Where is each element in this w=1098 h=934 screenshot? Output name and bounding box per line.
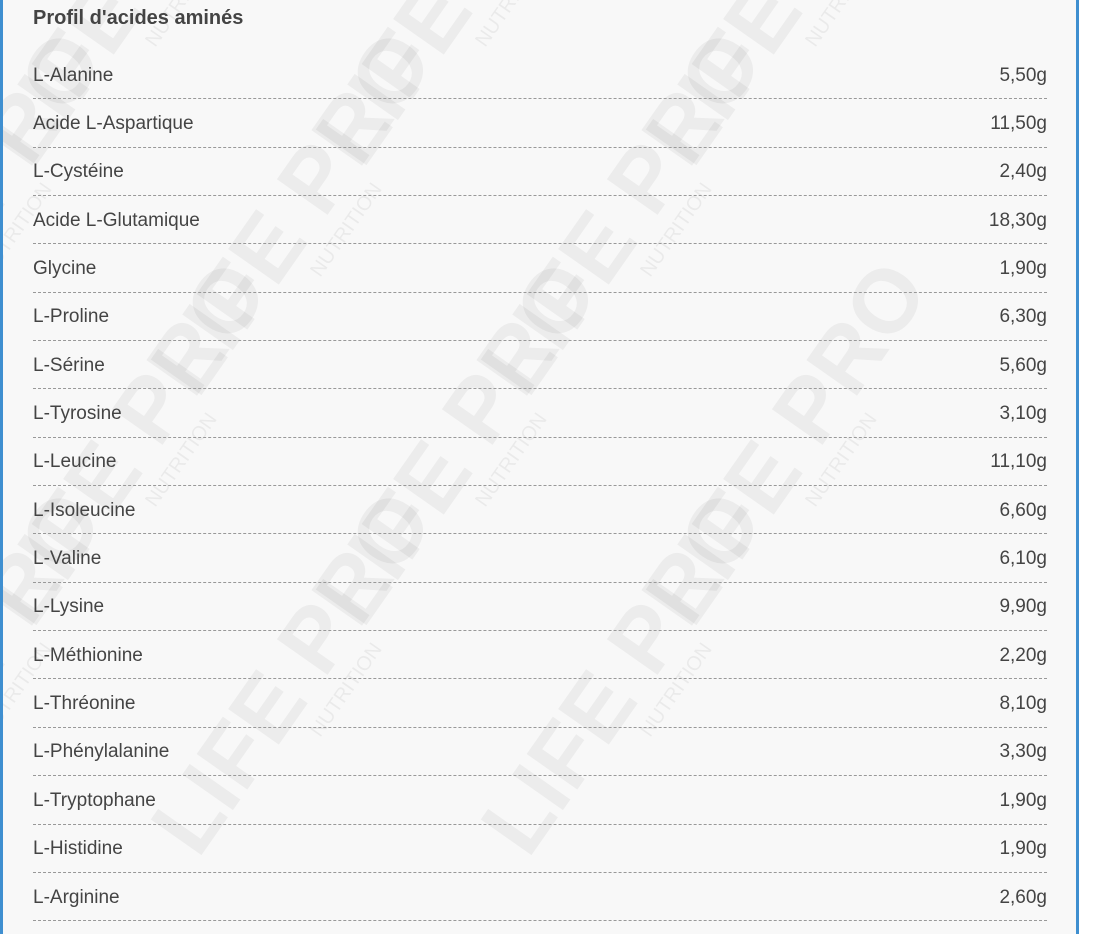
amino-acid-value: 8,10g (999, 693, 1047, 715)
table-row: Acide L-Glutamique 18,30g (33, 196, 1047, 245)
amino-acid-value: 6,60g (999, 499, 1047, 521)
amino-acid-name: L-Leucine (33, 451, 117, 473)
amino-acid-name: Acide L-Aspartique (33, 113, 194, 135)
amino-acid-value: 3,10g (999, 403, 1047, 425)
svg-text:NUTRITION: NUTRITION (471, 0, 551, 51)
amino-acid-value: 6,30g (999, 306, 1047, 328)
amino-acid-value: 1,90g (999, 838, 1047, 860)
table-row: L-Tyrosine 3,10g (33, 389, 1047, 438)
table-row: L-Alanine 5,50g (33, 51, 1047, 100)
amino-acid-name: L-Lysine (33, 596, 105, 618)
amino-acid-value: 11,10g (990, 451, 1047, 473)
table-row: L-Phénylalanine 3,30g (33, 728, 1047, 777)
amino-acid-value: 2,60g (999, 886, 1047, 908)
amino-acid-value: 9,90g (999, 596, 1047, 618)
table-row: L-Sérine 5,60g (33, 341, 1047, 390)
table-row: L-Leucine 11,10g (33, 438, 1047, 487)
amino-acid-value: 11,50g (990, 113, 1047, 135)
table-row: L-Thréonine 8,10g (33, 679, 1047, 728)
amino-acid-value: 2,20g (999, 644, 1047, 666)
table-row: L-Cystéine 2,40g (33, 148, 1047, 197)
amino-acid-name: Acide L-Glutamique (33, 209, 200, 231)
amino-acid-name: L-Tyrosine (33, 403, 122, 425)
amino-acid-name: L-Phénylalanine (33, 741, 170, 763)
amino-acid-name: L-Tryptophane (33, 789, 156, 811)
amino-acid-value: 1,90g (999, 789, 1047, 811)
amino-acid-name: L-Proline (33, 306, 110, 328)
amino-acid-name: L-Sérine (33, 354, 105, 376)
amino-acid-name: L-Arginine (33, 886, 120, 908)
amino-acid-name: L-Cystéine (33, 161, 124, 183)
amino-acid-name: L-Méthionine (33, 644, 143, 666)
table-row: L-Isoleucine 6,60g (33, 486, 1047, 535)
table-row: L-Proline 6,30g (33, 293, 1047, 342)
table-row: L-Arginine 2,60g (33, 873, 1047, 922)
table-row: Glycine 1,90g (33, 244, 1047, 293)
svg-text:NUTRITION: NUTRITION (801, 0, 881, 51)
amino-acid-name: L-Valine (33, 548, 102, 570)
amino-acid-name: L-Histidine (33, 838, 123, 860)
amino-acid-table: L-Alanine 5,50g Acide L-Aspartique 11,50g L-… (33, 51, 1047, 922)
section-title: Profil d'acides aminés (33, 7, 244, 29)
amino-acid-name: Glycine (33, 258, 97, 280)
amino-acid-value: 6,10g (999, 548, 1047, 570)
amino-acid-value: 18,30g (988, 209, 1047, 231)
table-row: L-Histidine 1,90g (33, 825, 1047, 873)
table-row: L-Valine 6,10g (33, 534, 1047, 583)
table-row: L-Méthionine 2,20g (33, 631, 1047, 680)
amino-acid-value: 5,50g (999, 64, 1047, 86)
amino-acid-name: L-Alanine (33, 64, 114, 86)
amino-acid-value: 5,60g (999, 354, 1047, 376)
amino-acid-name: L-Isoleucine (33, 499, 136, 521)
amino-acid-value: 1,90g (999, 258, 1047, 280)
table-row: L-Tryptophane 1,90g (33, 776, 1047, 825)
amino-acid-value: 3,30g (999, 741, 1047, 763)
amino-acid-name: L-Thréonine (33, 693, 136, 715)
table-row: L-Lysine 9,90g (33, 583, 1047, 632)
amino-acid-value: 2,40g (999, 161, 1047, 183)
table-row: Acide L-Aspartique 11,50g (33, 99, 1047, 148)
